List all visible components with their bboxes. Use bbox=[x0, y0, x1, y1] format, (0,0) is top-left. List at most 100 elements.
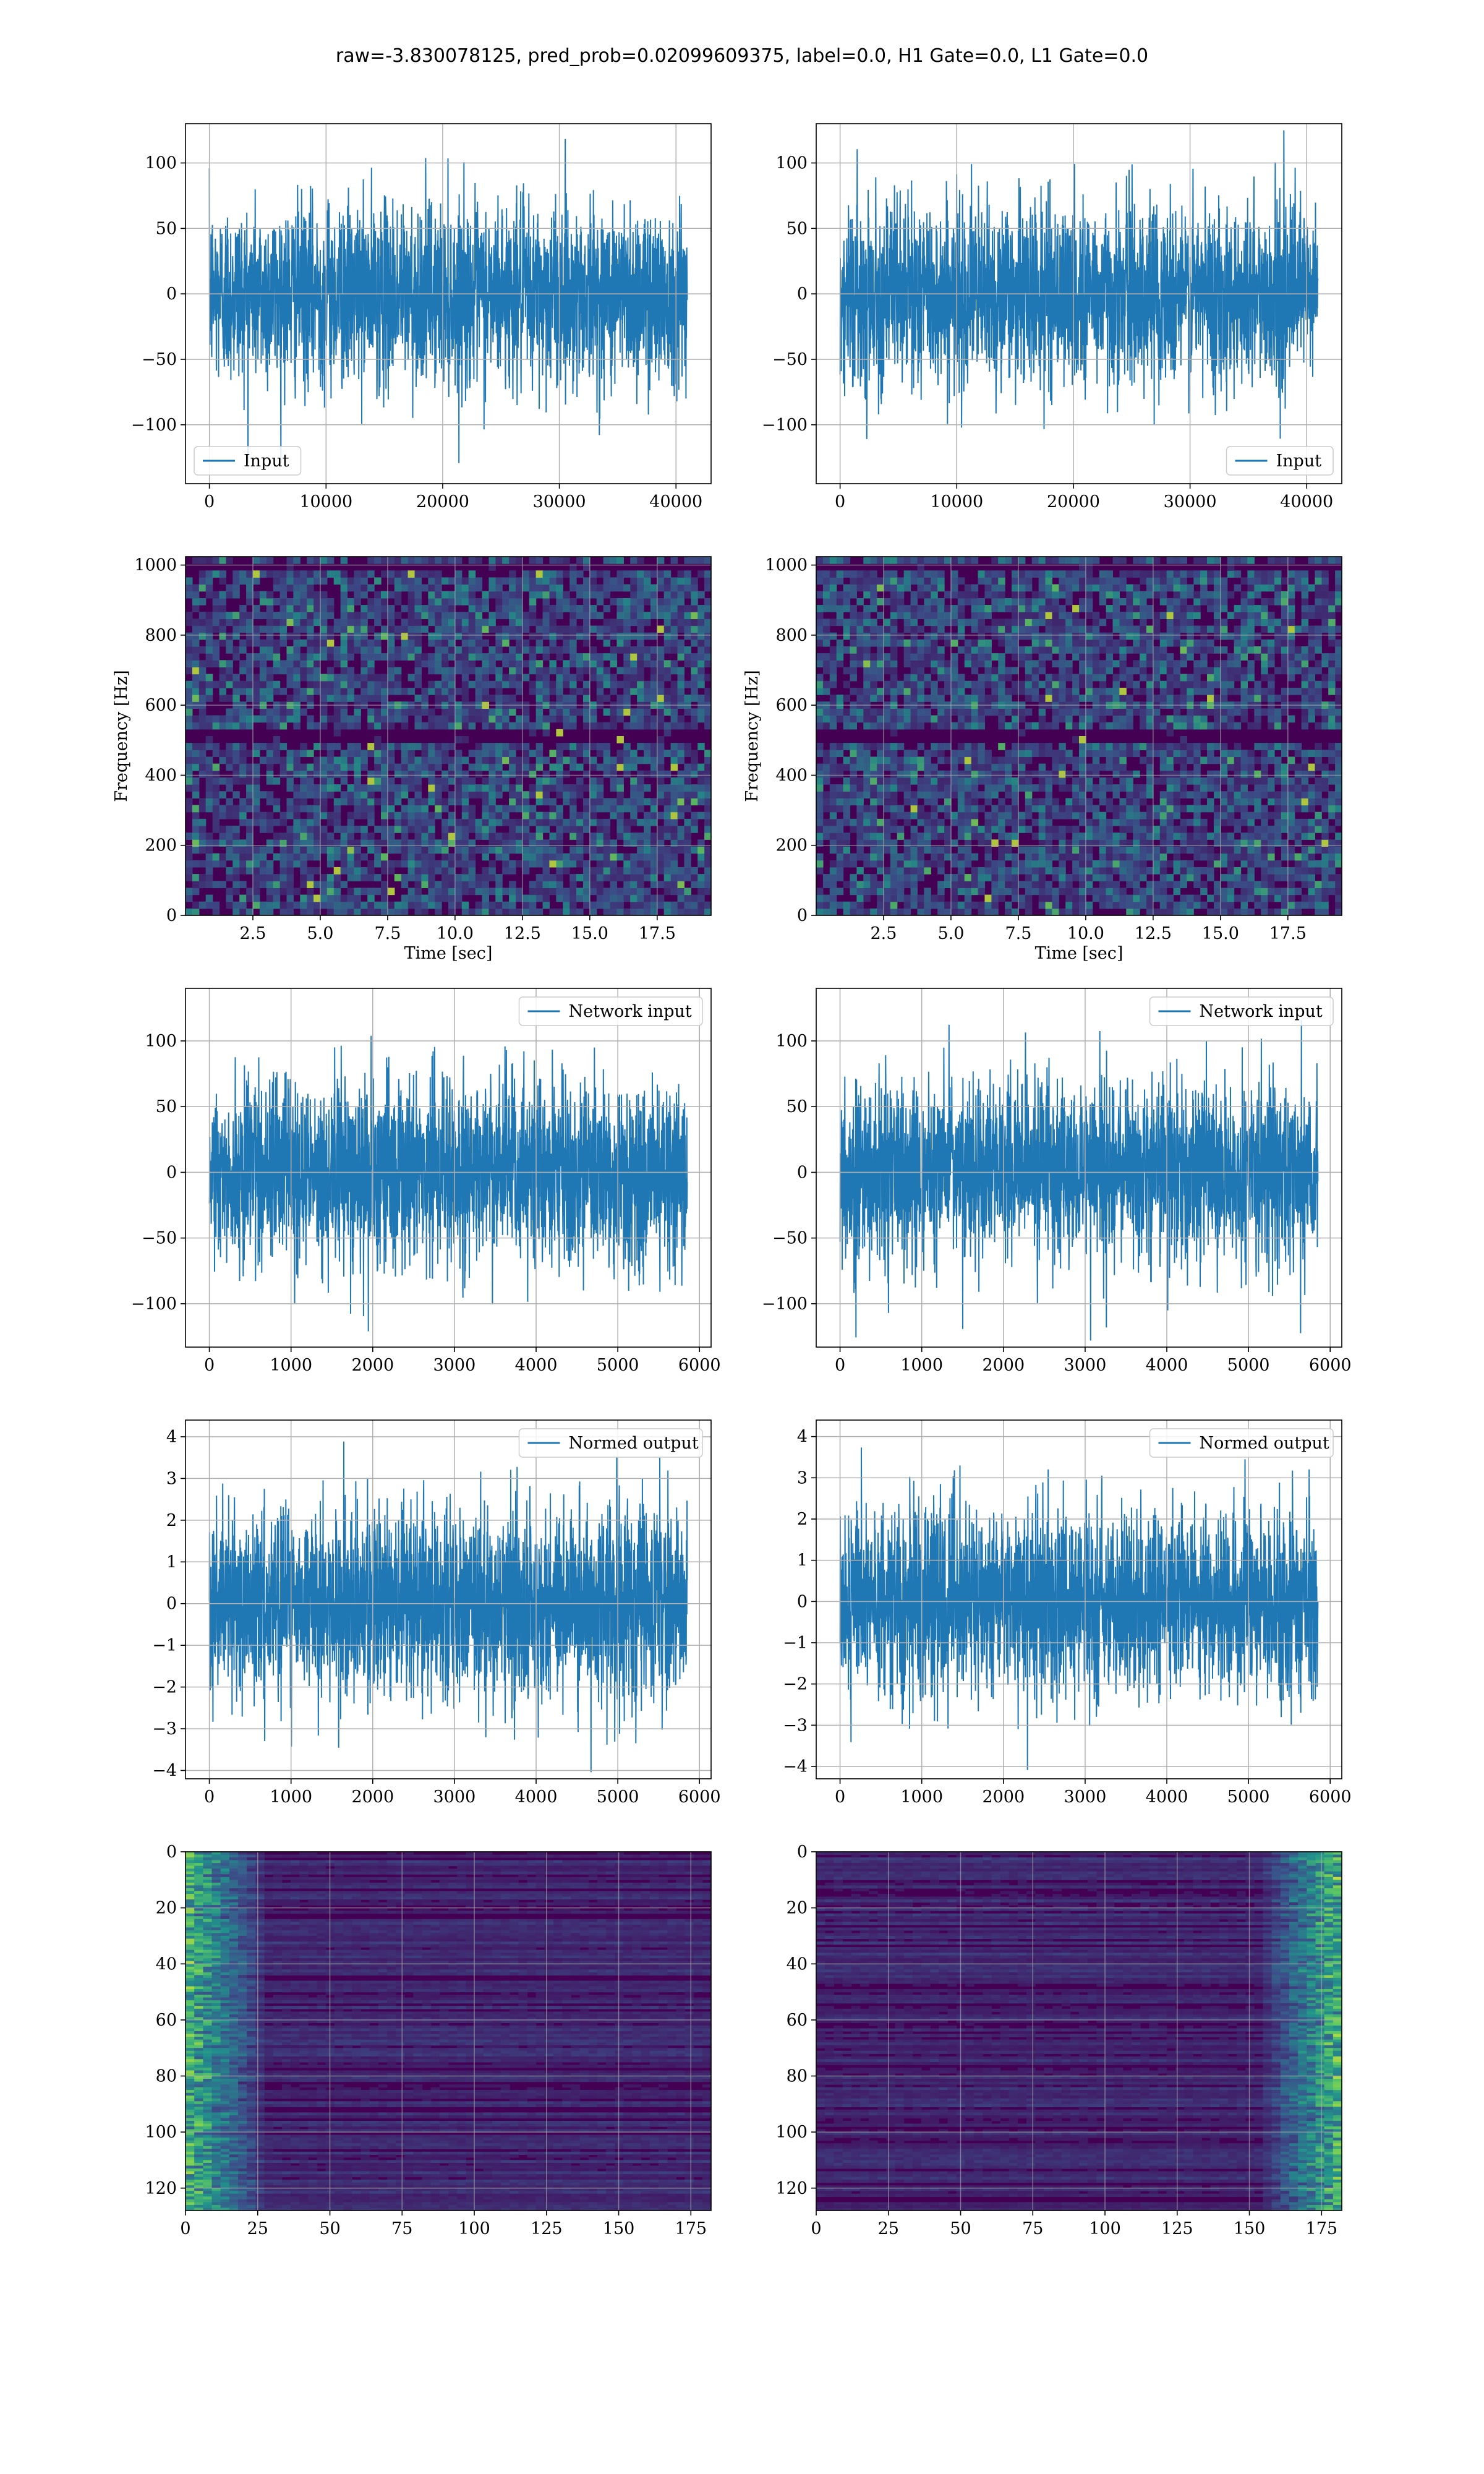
spec-right-cell bbox=[924, 653, 931, 661]
spec-left-cell bbox=[663, 605, 672, 612]
spec-left-cell bbox=[644, 612, 651, 619]
spec-left-cell bbox=[428, 833, 435, 840]
spec-left-cell bbox=[529, 894, 537, 902]
spec-left-cell bbox=[192, 674, 200, 682]
spec-right-cell bbox=[1031, 798, 1039, 806]
spec-left-cell bbox=[360, 646, 368, 654]
spec-left-cell bbox=[186, 722, 193, 730]
spec-left-cell bbox=[320, 605, 328, 612]
spec-left-cell bbox=[367, 777, 375, 785]
spec-left-cell bbox=[616, 584, 624, 592]
spec-right-cell bbox=[1092, 874, 1100, 881]
spec-right-cell bbox=[978, 577, 986, 585]
spec-left-cell bbox=[684, 605, 691, 612]
spec-left-cell bbox=[326, 894, 335, 902]
spec-right-cell bbox=[1052, 597, 1059, 606]
spec-right-cell bbox=[883, 805, 891, 813]
spec-left-cell bbox=[589, 874, 597, 881]
spec-left-cell bbox=[421, 625, 429, 633]
spec-left-cell bbox=[657, 750, 665, 758]
spec-right-cell bbox=[1005, 625, 1012, 633]
spec-left-cell bbox=[186, 833, 193, 840]
spec-right-cell bbox=[816, 777, 824, 785]
spec-left-cell bbox=[603, 722, 611, 730]
spec-right-cell bbox=[998, 888, 1005, 896]
spec-left-cell bbox=[657, 722, 665, 730]
spec-right-cell bbox=[924, 680, 931, 688]
spec-right-cell bbox=[903, 708, 911, 716]
spec-right-cell bbox=[863, 750, 871, 758]
spec-left-cell bbox=[232, 687, 240, 695]
spec-left-cell bbox=[326, 784, 335, 792]
spec-left-cell bbox=[563, 818, 570, 826]
spec-right-cell bbox=[1012, 839, 1019, 847]
spec-right-cell bbox=[1018, 729, 1026, 737]
spec-left-cell bbox=[360, 867, 368, 875]
spec-left-cell bbox=[482, 750, 489, 758]
spec-left-cell bbox=[286, 597, 294, 606]
spec-left-cell bbox=[354, 867, 361, 875]
spec-right-cell bbox=[836, 750, 844, 758]
spec-left-cell bbox=[502, 625, 510, 633]
spec-right-cell bbox=[971, 722, 979, 730]
spec-right-cell bbox=[863, 722, 871, 730]
spec-left-cell bbox=[333, 570, 341, 578]
spec-right-cell bbox=[1079, 756, 1086, 764]
spec-left-cell bbox=[488, 818, 496, 826]
spec-right-cell bbox=[1106, 591, 1114, 599]
spec-right-cell bbox=[877, 743, 884, 750]
spec-left-cell bbox=[347, 888, 355, 896]
spec-right-cell bbox=[1119, 722, 1127, 730]
spec-left-cell bbox=[307, 687, 314, 695]
spec-left-cell bbox=[320, 632, 328, 640]
spec-left-cell bbox=[279, 584, 288, 592]
spec-left-cell bbox=[239, 908, 247, 915]
spec-left-cell bbox=[589, 708, 597, 716]
spec-right-cell bbox=[843, 777, 851, 785]
spec-left-cell bbox=[435, 839, 442, 847]
spec-right-cell bbox=[1079, 743, 1086, 750]
spec-left-cell bbox=[509, 770, 516, 778]
spec-right-cell bbox=[1106, 833, 1114, 840]
spec-left-cell bbox=[569, 798, 577, 806]
spec-right-cell bbox=[1018, 901, 1026, 909]
spec-left-cell bbox=[428, 660, 435, 668]
spec-right-cell bbox=[944, 805, 952, 813]
spec-left-cell bbox=[435, 625, 442, 633]
spec-left-cell bbox=[454, 777, 463, 785]
spec-right-cell bbox=[1025, 632, 1033, 640]
spec-right-cell bbox=[1072, 653, 1080, 661]
spec-left-cell bbox=[657, 570, 665, 578]
spec-right-cell bbox=[910, 791, 918, 798]
spec-right-cell bbox=[1126, 680, 1133, 688]
spec-left-cell bbox=[381, 860, 388, 868]
spec-left-cell bbox=[354, 618, 361, 627]
spec-right-cell bbox=[937, 577, 945, 585]
spec-left-cell bbox=[475, 846, 483, 854]
spec-left-cell bbox=[448, 646, 456, 654]
spec-left-cell bbox=[677, 646, 685, 654]
spec-left-cell bbox=[407, 653, 416, 661]
spec-right-cell bbox=[950, 577, 958, 585]
spec-left-cell bbox=[610, 853, 618, 861]
spec-left-cell bbox=[448, 833, 456, 840]
spec-left-cell bbox=[252, 632, 260, 640]
spec-right-cell bbox=[931, 597, 938, 606]
spec-left-cell bbox=[394, 597, 402, 606]
spec-left-cell bbox=[347, 674, 355, 682]
spec-right-cell bbox=[1085, 660, 1093, 668]
spec-left-cell bbox=[569, 660, 577, 668]
spec-right-cell bbox=[890, 715, 898, 723]
spec-left-cell bbox=[630, 653, 638, 661]
spec-left-cell bbox=[387, 763, 395, 771]
spec-right-cell bbox=[1099, 853, 1107, 861]
spec-left-cell bbox=[428, 763, 435, 771]
spec-left-cell bbox=[286, 577, 294, 585]
spec-left-cell bbox=[515, 639, 523, 647]
spec-left-cell bbox=[192, 901, 200, 909]
spec-left-cell bbox=[354, 901, 361, 909]
spec-left-cell bbox=[259, 570, 267, 578]
spec-left-cell bbox=[347, 743, 355, 750]
spec-right-cell bbox=[1112, 867, 1120, 875]
spec-right-cell bbox=[910, 867, 918, 875]
